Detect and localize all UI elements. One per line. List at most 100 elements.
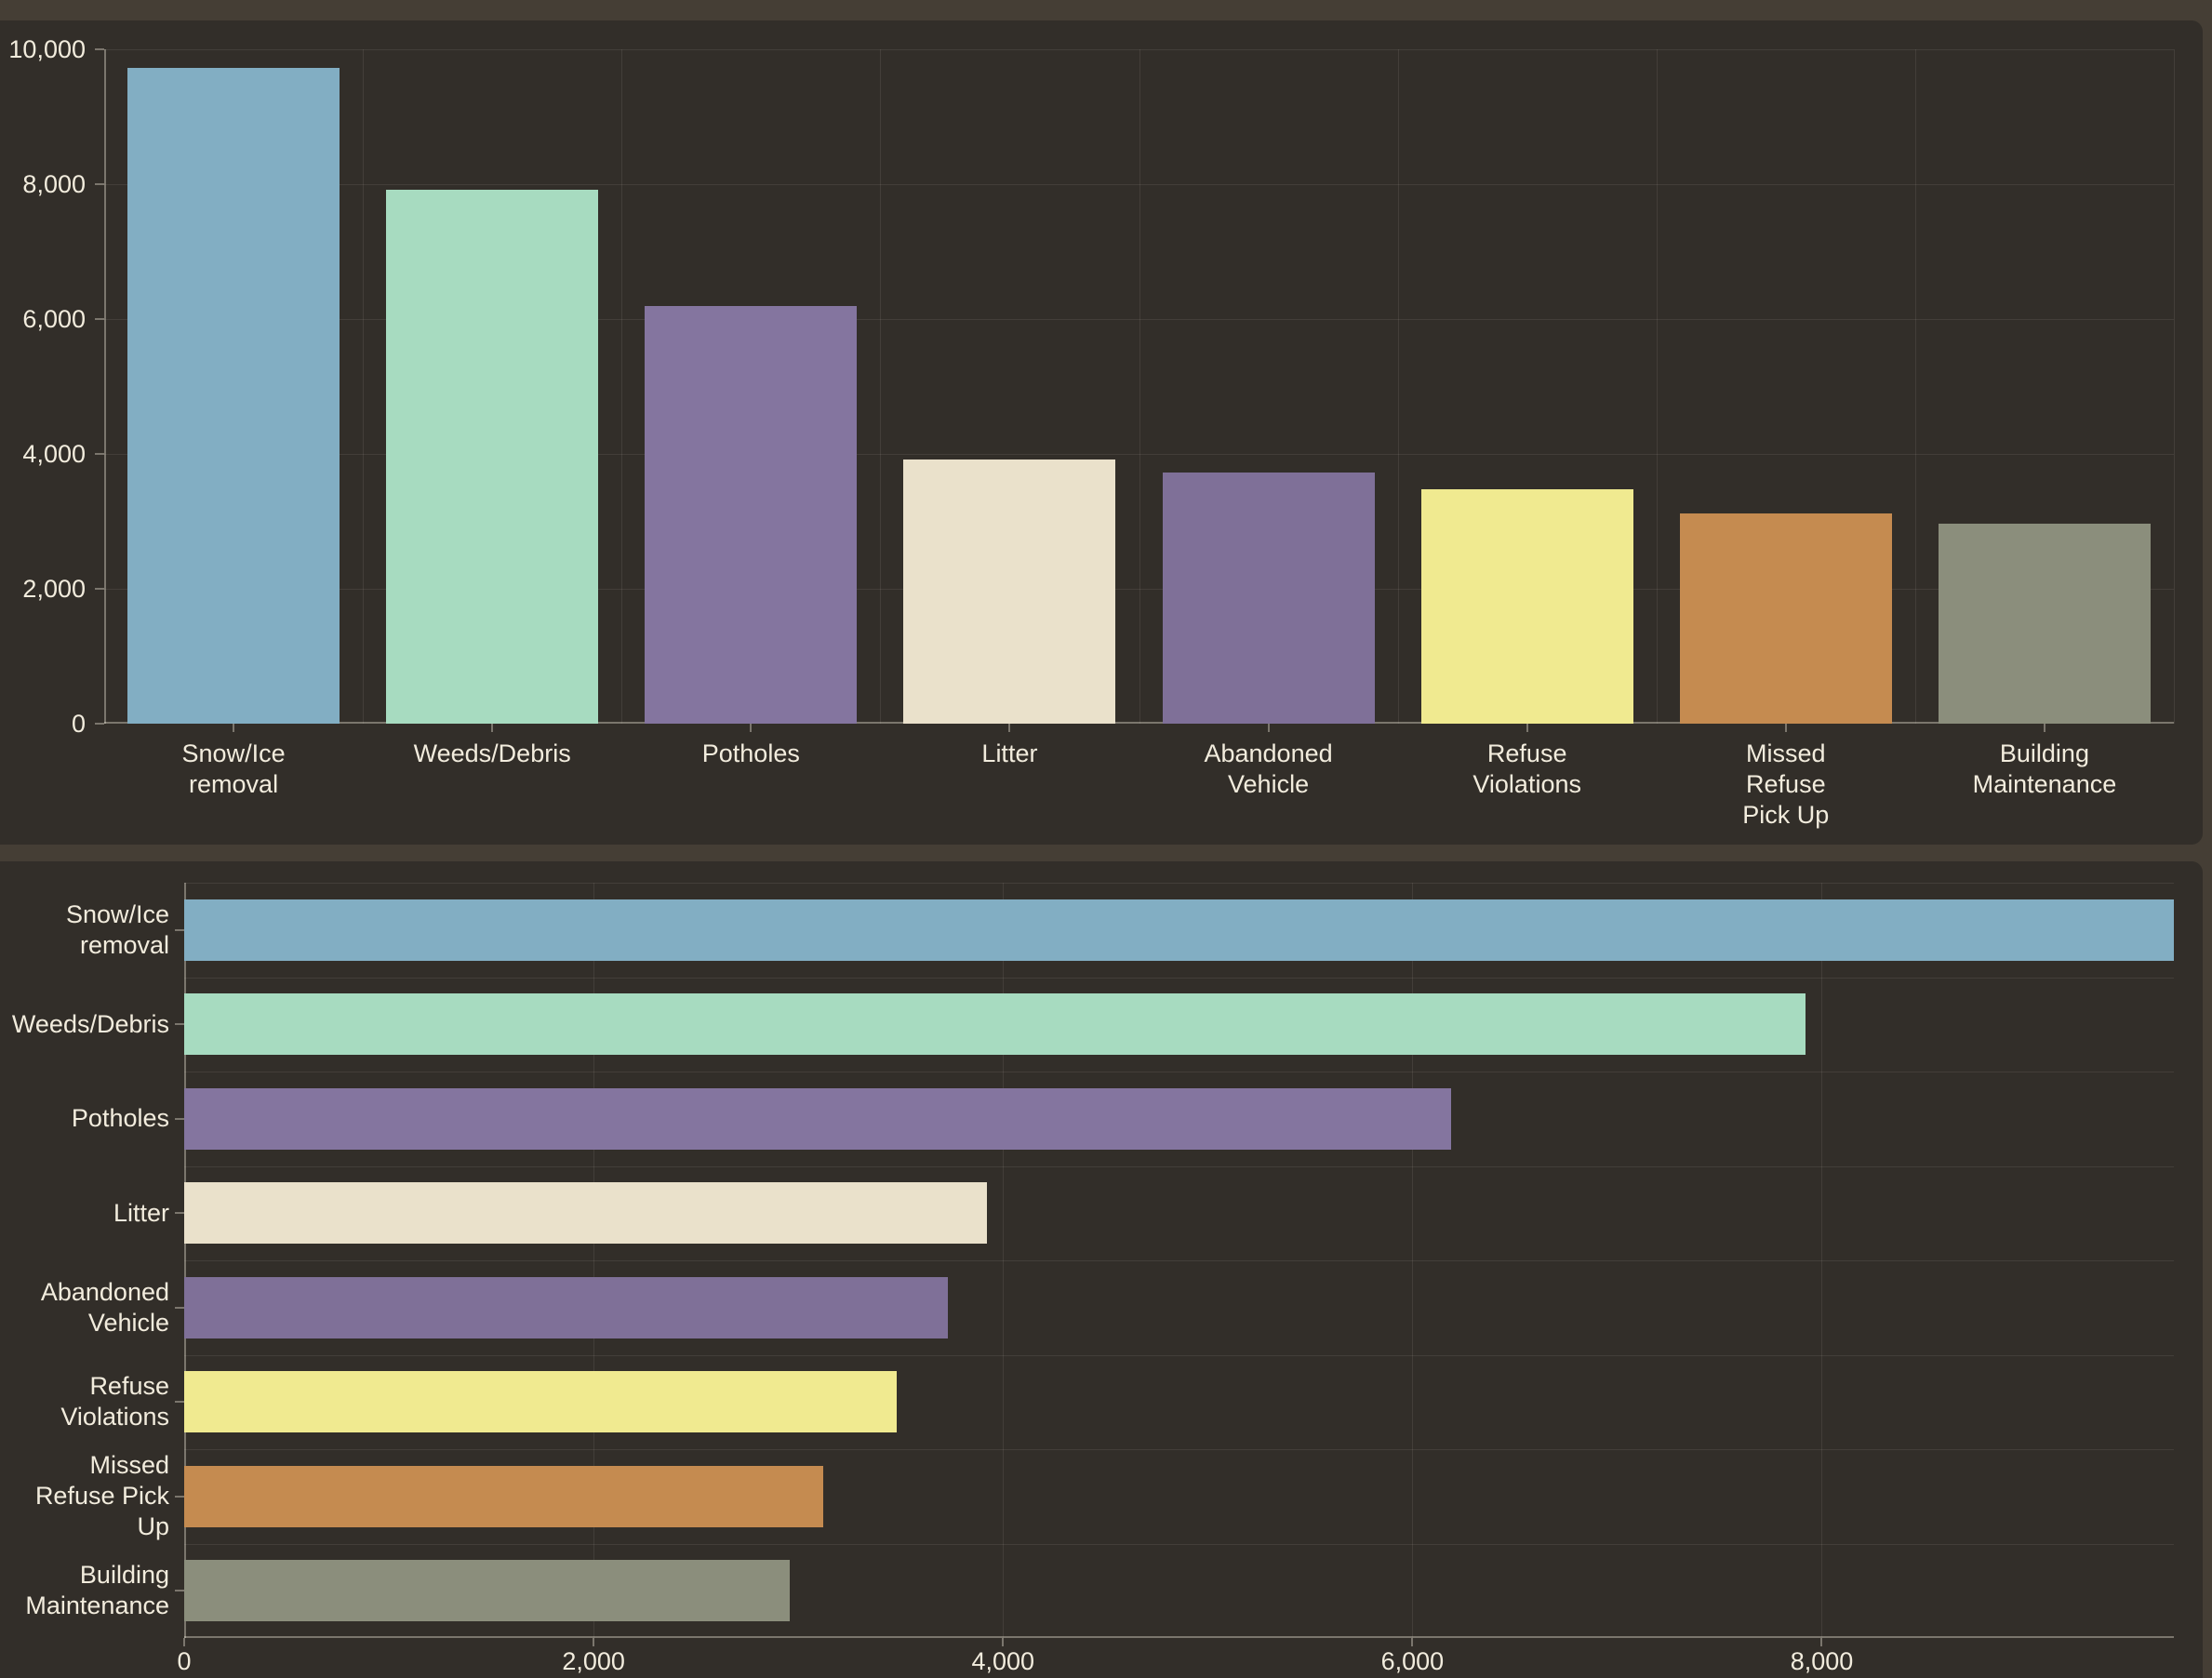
bar-potholes[interactable] (184, 1087, 1452, 1150)
category-label-missed-refuse-pick-up: Missed Refuse Pick Up (34, 1451, 169, 1541)
column-missed-refuse-pick-up[interactable] (1679, 513, 1892, 724)
y-tick-mark-8000 (95, 183, 104, 185)
x-tick-mark-2000 (593, 1638, 595, 1646)
category-label-refuse-violations: Refuse Violations (1472, 739, 1581, 798)
y-tick-label-2000: 2,000 (22, 575, 86, 603)
y-tick-label-4000: 4,000 (22, 440, 86, 468)
y-gridline-4000 (104, 454, 2174, 455)
y-gridline-10000 (104, 49, 2174, 50)
row-boundary-line (184, 1449, 2174, 1450)
category-label-litter: Litter (113, 1198, 169, 1227)
bar-snow-ice-removal[interactable] (184, 899, 2174, 961)
y-tick-mark-potholes (175, 1117, 184, 1120)
x-tick-mark-missed-refuse-pick-up (1784, 724, 1787, 732)
category-label-potholes: Potholes (701, 739, 800, 767)
y-gridline-6000 (104, 319, 2174, 320)
y-tick-mark-snow-ice-removal (175, 928, 184, 931)
category-label-building-maintenance: Building Maintenance (25, 1561, 169, 1620)
category-label-snow-ice-removal: Snow/Ice removal (65, 899, 169, 959)
x-axis-line (184, 1636, 2174, 1638)
category-boundary-line (2174, 49, 2175, 724)
x-tick-mark-refuse-violations (1526, 724, 1528, 732)
row-boundary-line (184, 1354, 2174, 1356)
x-tick-mark-litter (1008, 724, 1011, 732)
x-tick-label-6000: 6,000 (1380, 1647, 1445, 1675)
x-tick-mark-0 (183, 1638, 185, 1646)
column-abandoned-vehicle[interactable] (1162, 472, 1375, 724)
y-tick-mark-4000 (95, 453, 104, 455)
y-tick-mark-10000 (95, 48, 104, 50)
x-tick-mark-building-maintenance (2043, 724, 2045, 732)
y-tick-mark-refuse-violations (175, 1401, 184, 1404)
bar-abandoned-vehicle[interactable] (184, 1276, 948, 1338)
bar-missed-refuse-pick-up[interactable] (184, 1465, 823, 1527)
row-boundary-line (184, 1543, 2174, 1545)
x-tick-mark-6000 (1411, 1638, 1414, 1646)
y-tick-label-10000: 10,000 (8, 35, 86, 63)
bar-litter[interactable] (184, 1182, 987, 1245)
row-boundary-line (184, 1165, 2174, 1167)
y-tick-mark-litter (175, 1212, 184, 1215)
category-label-weeds-debris: Weeds/Debris (11, 1009, 169, 1038)
y-tick-label-8000: 8,000 (22, 170, 86, 198)
column-building-maintenance[interactable] (1938, 524, 2151, 724)
bar-building-maintenance[interactable] (184, 1560, 791, 1622)
category-label-potholes: Potholes (71, 1104, 169, 1133)
x-tick-label-2000: 2,000 (562, 1647, 625, 1675)
row-boundary-line (184, 977, 2174, 979)
y-tick-mark-building-maintenance (175, 1590, 184, 1592)
column-weeds-debris[interactable] (386, 189, 599, 724)
column-litter[interactable] (903, 459, 1116, 724)
x-gridline-0 (184, 883, 186, 1638)
category-label-missed-refuse-pick-up: Missed Refuse Pick Up (1742, 739, 1830, 829)
y-tick-mark-6000 (95, 318, 104, 320)
y-tick-mark-0 (95, 723, 104, 725)
bar-refuse-violations[interactable] (184, 1371, 897, 1433)
row-boundary-line (184, 883, 2174, 884)
x-tick-label-0: 0 (177, 1647, 192, 1675)
category-boundary-line (1397, 49, 1399, 724)
category-boundary-line (363, 49, 365, 724)
y-gridline-0 (104, 722, 2174, 724)
y-gridline-2000 (104, 589, 2174, 590)
x-gridline-8000 (1821, 883, 1823, 1638)
category-boundary-line (621, 49, 623, 724)
category-label-snow-ice-removal: Snow/Ice removal (181, 739, 286, 798)
x-tick-mark-4000 (1002, 1638, 1005, 1646)
bar-chart-panel: Snow/Ice removal Weeds/Debris Potholes Litt… (0, 861, 2203, 1678)
category-boundary-line (1139, 49, 1140, 724)
x-gridline-2000 (593, 883, 595, 1638)
y-tick-mark-missed-refuse-pick-up (175, 1495, 184, 1498)
category-label-litter: Litter (981, 739, 1038, 767)
category-boundary-line (1656, 49, 1658, 724)
y-tick-mark-abandoned-vehicle (175, 1306, 184, 1309)
column-potholes[interactable] (645, 306, 858, 724)
category-boundary-line (880, 49, 882, 724)
category-label-abandoned-vehicle: Abandoned Vehicle (1204, 739, 1333, 798)
column-chart-panel: 0 2,000 4,000 6,000 8,000 10,000 Snow/Ice rem… (0, 20, 2203, 845)
y-tick-label-0: 0 (71, 710, 86, 738)
x-tick-mark-weeds-debris (491, 724, 494, 732)
x-tick-mark-abandoned-vehicle (1267, 724, 1270, 732)
category-label-refuse-violations: Refuse Violations (60, 1372, 169, 1432)
column-refuse-violations[interactable] (1420, 488, 1633, 724)
x-tick-label-8000: 8,000 (1790, 1647, 1854, 1675)
y-gridline-8000 (104, 184, 2174, 185)
x-tick-mark-snow-ice-removal (233, 724, 235, 732)
column-chart-plot (95, 48, 2175, 732)
y-tick-label-6000: 6,000 (22, 305, 86, 333)
x-tick-label-4000: 4,000 (971, 1647, 1035, 1675)
y-tick-mark-2000 (95, 588, 104, 590)
x-gridline-6000 (1412, 883, 1414, 1638)
y-tick-mark-weeds-debris (175, 1023, 184, 1026)
bar-weeds-debris[interactable] (184, 993, 1806, 1056)
column-snow-ice-removal[interactable] (127, 68, 340, 724)
y-axis-line (104, 49, 106, 724)
bar-chart-plot (175, 883, 2174, 1646)
category-label-abandoned-vehicle: Abandoned Vehicle (40, 1277, 169, 1337)
x-gridline-4000 (1003, 883, 1005, 1638)
category-boundary-line (1914, 49, 1916, 724)
category-label-weeds-debris: Weeds/Debris (413, 739, 571, 767)
category-label-building-maintenance: Building Maintenance (1972, 739, 2117, 798)
